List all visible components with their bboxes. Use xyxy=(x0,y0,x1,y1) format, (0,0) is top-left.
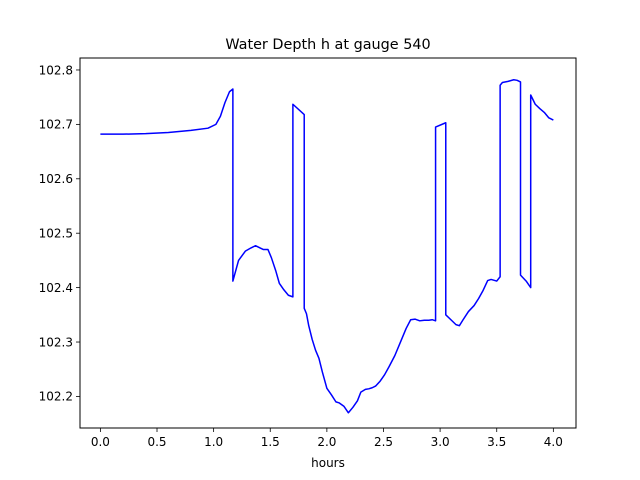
y-tick-label: 102.6 xyxy=(39,172,73,186)
x-tick-label: 3.5 xyxy=(487,435,506,449)
plot-area xyxy=(100,79,554,414)
x-tick-label: 0.5 xyxy=(147,435,166,449)
x-tick-label: 2.0 xyxy=(317,435,336,449)
series-line-0 xyxy=(100,79,554,414)
y-tick-label: 102.2 xyxy=(39,390,73,404)
x-axis: 0.0 0.5 1.0 1.5 2.0 2.5 3.0 3.5 4.0 xyxy=(91,428,563,449)
chart-title: Water Depth h at gauge 540 xyxy=(225,37,430,53)
x-tick-label: 0.0 xyxy=(91,435,110,449)
y-tick-label: 102.3 xyxy=(39,335,73,349)
x-tick-label: 1.0 xyxy=(204,435,223,449)
x-tick-label: 2.5 xyxy=(374,435,393,449)
axes-frame xyxy=(79,57,577,429)
x-axis-label: hours xyxy=(311,456,345,470)
x-tick-label: 3.0 xyxy=(431,435,450,449)
y-tick-label: 102.7 xyxy=(39,118,73,132)
y-tick-label: 102.4 xyxy=(39,281,73,295)
y-tick-label: 102.5 xyxy=(39,227,73,241)
x-tick-label: 1.5 xyxy=(261,435,280,449)
y-axis: 102.2 102.3 102.4 102.5 102.6 102.7 102.8 xyxy=(39,63,80,404)
y-tick-label: 102.8 xyxy=(39,63,73,77)
x-tick-label: 4.0 xyxy=(544,435,563,449)
